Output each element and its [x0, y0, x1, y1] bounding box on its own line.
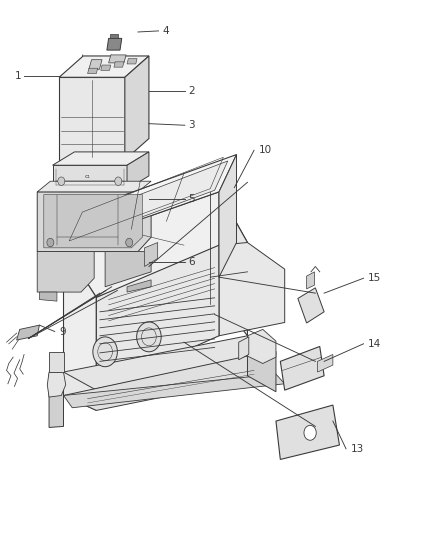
Polygon shape: [37, 181, 151, 192]
Polygon shape: [219, 243, 285, 336]
Polygon shape: [64, 372, 96, 410]
Polygon shape: [59, 77, 125, 160]
Polygon shape: [64, 356, 276, 410]
Text: c₁: c₁: [85, 174, 91, 180]
Polygon shape: [64, 155, 237, 246]
Polygon shape: [89, 60, 102, 69]
Polygon shape: [39, 292, 57, 301]
Text: 2: 2: [188, 86, 195, 95]
Polygon shape: [72, 161, 228, 243]
Polygon shape: [145, 243, 158, 266]
Text: 4: 4: [162, 26, 169, 36]
Circle shape: [304, 425, 316, 440]
Polygon shape: [239, 337, 249, 360]
Polygon shape: [276, 405, 339, 459]
Polygon shape: [53, 152, 149, 165]
Polygon shape: [219, 155, 237, 277]
Polygon shape: [219, 192, 247, 336]
Text: 10: 10: [258, 146, 272, 155]
Text: 6: 6: [188, 257, 195, 267]
Polygon shape: [107, 38, 122, 50]
Text: 13: 13: [350, 444, 364, 454]
Polygon shape: [127, 280, 151, 292]
Polygon shape: [64, 374, 285, 408]
Polygon shape: [59, 56, 149, 77]
Polygon shape: [64, 246, 96, 390]
Polygon shape: [114, 62, 124, 67]
Text: 1: 1: [14, 71, 21, 81]
Text: 14: 14: [368, 339, 381, 349]
Polygon shape: [101, 65, 111, 70]
Polygon shape: [125, 56, 149, 160]
Circle shape: [115, 177, 122, 185]
Polygon shape: [64, 192, 247, 297]
Polygon shape: [307, 272, 314, 289]
Polygon shape: [17, 325, 39, 340]
Text: 9: 9: [59, 327, 66, 336]
Text: 15: 15: [368, 273, 381, 283]
Polygon shape: [109, 55, 126, 63]
Circle shape: [58, 177, 65, 185]
Polygon shape: [105, 252, 151, 287]
Circle shape: [93, 337, 117, 367]
Text: 5: 5: [188, 195, 195, 204]
Polygon shape: [96, 245, 219, 390]
Circle shape: [126, 238, 133, 247]
Polygon shape: [37, 252, 94, 292]
Polygon shape: [88, 68, 98, 74]
Polygon shape: [37, 192, 151, 252]
Polygon shape: [247, 336, 276, 392]
Circle shape: [47, 238, 54, 247]
Polygon shape: [247, 329, 276, 364]
Polygon shape: [49, 372, 64, 427]
Polygon shape: [49, 352, 64, 372]
Polygon shape: [127, 59, 137, 64]
Polygon shape: [47, 372, 66, 397]
Polygon shape: [318, 354, 333, 372]
Circle shape: [137, 322, 161, 352]
Polygon shape: [127, 152, 149, 189]
Polygon shape: [53, 165, 127, 189]
Polygon shape: [64, 336, 276, 395]
Polygon shape: [110, 34, 118, 38]
Polygon shape: [298, 288, 324, 323]
Polygon shape: [44, 195, 142, 248]
Text: 3: 3: [188, 120, 195, 130]
Polygon shape: [280, 346, 324, 390]
